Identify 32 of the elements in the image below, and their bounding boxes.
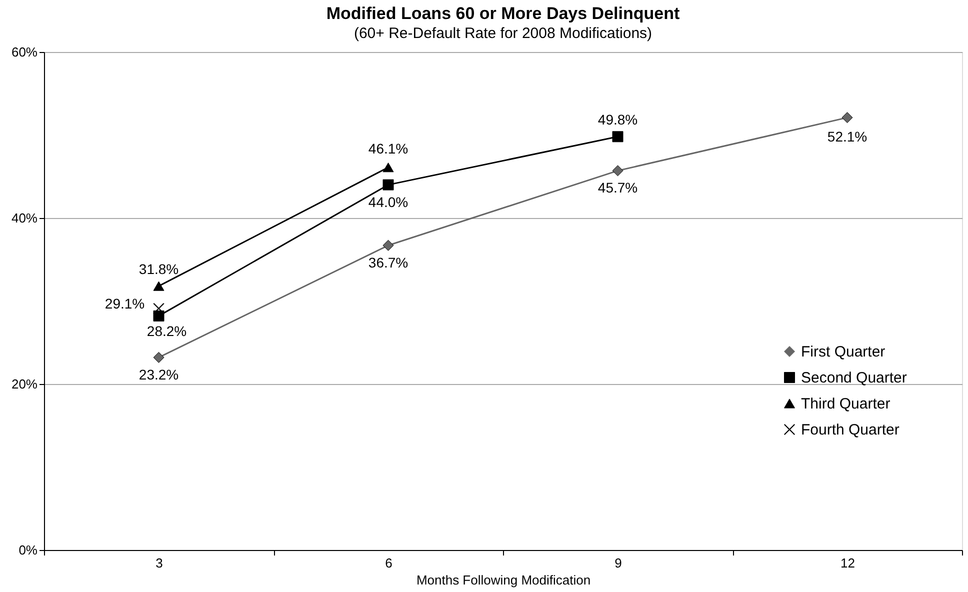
y-tick-label: 20% xyxy=(11,376,38,392)
data-label: 49.8% xyxy=(598,112,638,128)
point xyxy=(153,352,164,363)
data-label: 31.8% xyxy=(138,261,179,278)
data-label: 44.0% xyxy=(368,194,408,210)
y-tick-label: 40% xyxy=(11,210,38,226)
legend-label: Fourth Quarter xyxy=(801,422,900,438)
x-tick-label: 6 xyxy=(385,556,392,570)
point xyxy=(382,179,394,190)
y-tick-label: 60% xyxy=(11,44,38,60)
chart-title: Modified Loans 60 or More Days Delinquent xyxy=(326,4,680,23)
data-label: 52.1% xyxy=(827,128,868,145)
data-label: 36.7% xyxy=(368,254,408,270)
legend-label: Third Quarter xyxy=(801,396,890,412)
data-label: 28.2% xyxy=(146,322,187,339)
data-label: 45.7% xyxy=(598,180,638,196)
point xyxy=(612,165,624,176)
legend-label: Second Quarter xyxy=(801,370,907,386)
data-label: 29.1% xyxy=(104,295,145,312)
x-tick-label: 12 xyxy=(840,556,855,570)
point xyxy=(842,112,853,124)
data-label: 23.2% xyxy=(138,366,179,382)
x-tick-label: 9 xyxy=(614,556,622,570)
point xyxy=(153,302,164,314)
y-tick-label: 0% xyxy=(18,542,38,558)
x-tick-label: 3 xyxy=(156,556,163,570)
chart-subtitle: (60+ Re-Default Rate for 2008 Modifications) xyxy=(354,25,652,42)
point xyxy=(612,131,624,142)
point xyxy=(382,240,394,251)
x-axis-title: Months Following Modification xyxy=(416,572,591,588)
legend-label: First Quarter xyxy=(801,344,886,360)
data-label: 46.1% xyxy=(368,140,408,156)
